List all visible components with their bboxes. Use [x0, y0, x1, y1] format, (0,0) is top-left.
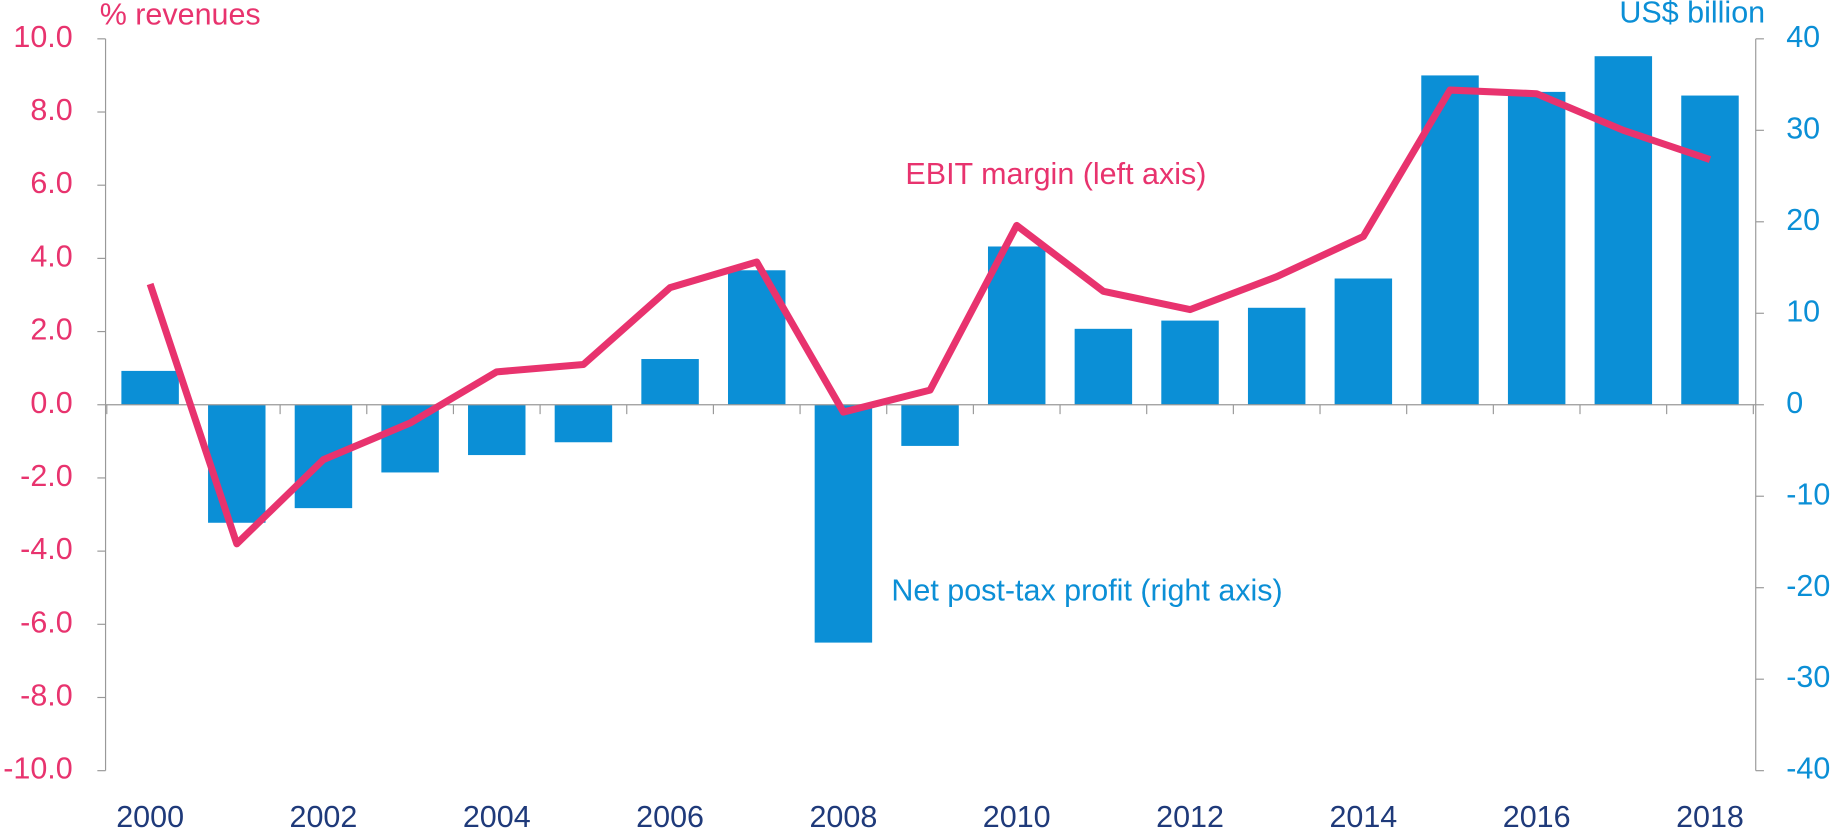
bar	[641, 359, 699, 405]
bar	[1421, 75, 1479, 405]
x-tick-label: 2018	[1676, 800, 1744, 834]
y-tick-label: 2.0	[30, 313, 72, 347]
bar	[121, 370, 179, 405]
line-annotation: EBIT margin (left axis)	[905, 157, 1206, 191]
bar	[1334, 278, 1393, 405]
x-tick-label: 2016	[1503, 800, 1571, 834]
bar	[901, 404, 959, 446]
y2-tick-label: -10	[1786, 477, 1830, 511]
bar	[1074, 328, 1133, 405]
y2-tick-label: -30	[1786, 660, 1830, 694]
y2-tick-label: -40	[1786, 752, 1830, 786]
y-tick-label: -6.0	[20, 605, 73, 639]
y-tick-label: 6.0	[30, 166, 72, 200]
y2-tick-label: 10	[1786, 294, 1820, 328]
x-tick-label: 2002	[290, 800, 358, 834]
y-tick-label: 10.0	[13, 20, 72, 54]
bar	[1681, 95, 1739, 405]
bar	[1161, 320, 1219, 405]
y2-tick-label: 40	[1786, 20, 1820, 54]
x-tick-label: 2004	[463, 800, 531, 834]
bar	[1594, 56, 1653, 405]
bar	[814, 404, 873, 643]
line	[146, 86, 1712, 548]
y-tick-label: 8.0	[30, 93, 72, 127]
x-tick-label: 2014	[1329, 800, 1397, 834]
x-tick-label: 2000	[116, 800, 184, 834]
x-tick-label: 2006	[636, 800, 704, 834]
bar	[554, 404, 613, 443]
x-tick-label: 2012	[1156, 800, 1224, 834]
y-tick-label: 0.0	[30, 386, 72, 420]
y-tick-label: -4.0	[20, 532, 73, 566]
y2-axis-title: US$ billion	[1619, 0, 1765, 29]
bar	[468, 404, 526, 456]
bar	[1247, 307, 1306, 405]
bar	[1507, 91, 1566, 405]
y-tick-label: -10.0	[3, 752, 72, 786]
y2-tick-label: -20	[1786, 569, 1830, 603]
y2-tick-label: 30	[1786, 111, 1820, 145]
bar	[987, 246, 1046, 405]
bar-annotation: Net post-tax profit (right axis)	[891, 573, 1282, 607]
y-tick-label: 4.0	[30, 239, 72, 273]
y2-tick-label: 20	[1786, 203, 1820, 237]
bar	[208, 404, 266, 523]
bar	[381, 404, 439, 473]
y-tick-label: -2.0	[20, 459, 73, 493]
x-tick-label: 2008	[809, 800, 877, 834]
y-axis-title: % revenues	[100, 0, 261, 32]
y2-tick-label: 0	[1786, 386, 1803, 420]
x-tick-label: 2010	[983, 800, 1051, 834]
y-tick-label: -8.0	[20, 679, 73, 713]
